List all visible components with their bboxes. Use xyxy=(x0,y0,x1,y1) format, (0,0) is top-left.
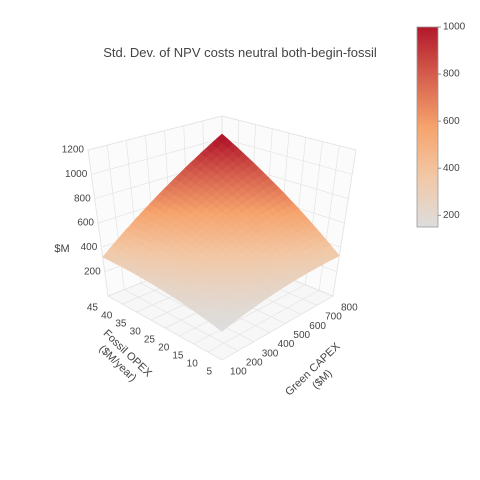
z-grid-line xyxy=(87,115,223,151)
z-tick-label: 200 xyxy=(84,266,101,277)
x-grid-line xyxy=(87,149,109,297)
z-tick-label: 1000 xyxy=(65,169,88,180)
z-grid-line xyxy=(91,138,223,175)
colorbar-tick-label: 1000 xyxy=(443,22,466,33)
colorbar-tick-label: 600 xyxy=(443,116,460,127)
x-tick-label: 200 xyxy=(246,358,263,369)
y-grid-line xyxy=(207,290,320,353)
surface-plot[interactable] xyxy=(102,133,340,332)
y-tick-label: 30 xyxy=(130,327,142,338)
z-axis-ticks: 200 400 600 800 1000 1200 xyxy=(62,145,101,278)
chart-title: Std. Dev. of NPV costs neutral both-begi… xyxy=(103,45,377,60)
y-tick-label: 20 xyxy=(158,343,170,354)
x-tick-label: 500 xyxy=(293,330,310,341)
x-axis-title: Green CAPEX ($M) xyxy=(283,340,343,398)
z-tick-label: 800 xyxy=(74,193,91,204)
colorbar-tick-label: 800 xyxy=(443,69,460,80)
z-tick-label: 1200 xyxy=(62,145,85,156)
y-grid-line xyxy=(332,149,357,297)
colorbar-ticks: 200 400 600 800 1000 xyxy=(438,22,466,221)
x-tick-label: 400 xyxy=(278,339,295,350)
y-tick-label: 45 xyxy=(87,303,99,314)
y-tick-label: 10 xyxy=(187,359,199,370)
y-grid-line xyxy=(221,295,334,361)
y-tick-label: 25 xyxy=(144,335,156,346)
y-tick-label: 5 xyxy=(206,367,212,378)
z-tick-label: 400 xyxy=(81,242,98,253)
z-tick-label: 600 xyxy=(77,218,94,229)
y-tick-label: 40 xyxy=(101,311,113,322)
colorbar: 200 400 600 800 1000 xyxy=(416,22,466,228)
surface-cell xyxy=(216,323,228,332)
colorbar-gradient xyxy=(416,26,439,228)
x-tick-label: 600 xyxy=(309,321,326,332)
z-axis-title: $M xyxy=(54,243,69,255)
y-grid-line xyxy=(318,145,340,291)
x-tick-label: 700 xyxy=(325,312,342,323)
y-tick-label: 35 xyxy=(115,319,127,330)
x-tick-label: 300 xyxy=(262,348,279,359)
x-tick-label: 800 xyxy=(341,303,358,314)
colorbar-tick-label: 200 xyxy=(443,210,460,221)
colorbar-tick-label: 400 xyxy=(443,163,460,174)
y-grid-line xyxy=(193,284,306,345)
x-tick-label: 100 xyxy=(230,367,247,378)
y-tick-label: 15 xyxy=(172,351,184,362)
